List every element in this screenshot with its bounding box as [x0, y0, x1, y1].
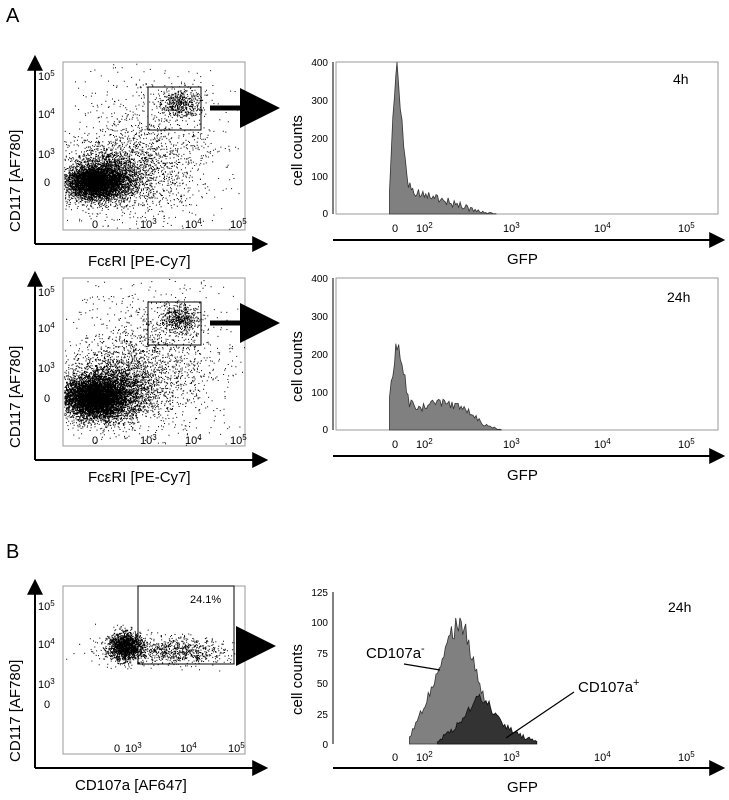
y-tick-125: 125 — [311, 588, 328, 599]
gate-rect — [137, 585, 235, 665]
y-axis-label: cell counts — [289, 331, 306, 402]
x-tick-1e5: 105 — [678, 437, 695, 451]
y-tick-100: 100 — [311, 618, 328, 629]
x-tick-1e4: 104 — [594, 221, 611, 235]
y-axis-label: cell counts — [289, 115, 306, 186]
histogram-area — [389, 61, 497, 215]
y-tick-1e3: 103 — [38, 677, 55, 691]
y-tick-0: 0 — [44, 177, 50, 189]
x-tick-0: 0 — [392, 752, 398, 764]
y-tick-50: 50 — [317, 679, 329, 690]
scatter-dots — [64, 279, 245, 446]
panel-label-a: A — [6, 5, 20, 27]
histogram-cd107a-pos — [437, 693, 538, 745]
x-axis-label: GFP — [507, 251, 538, 268]
x-tick-1e4: 104 — [594, 750, 611, 764]
panel-label-b: B — [6, 541, 19, 563]
x-tick-1e4: 104 — [594, 437, 611, 451]
time-label: 4h — [673, 71, 689, 87]
x-tick-1e3: 103 — [140, 433, 157, 447]
x-axis-label: FcεRI [PE-Cy7] — [88, 469, 191, 486]
x-tick-1e2: 102 — [416, 750, 433, 764]
x-tick-1e5: 105 — [228, 741, 245, 755]
y-tick-1e5: 105 — [38, 599, 55, 613]
scatter-a-top: 0 103 104 105 0 103 104 105 FcεRI [PE-Cy… — [7, 54, 269, 270]
plot-frame — [62, 277, 246, 447]
y-tick-100: 100 — [311, 388, 328, 399]
x-tick-0: 0 — [114, 743, 120, 755]
y-tick-1e3: 103 — [38, 361, 55, 375]
gate-rect — [147, 301, 202, 346]
y-tick-0: 0 — [44, 699, 50, 711]
x-tick-1e3: 103 — [503, 221, 520, 235]
x-tick-1e3: 103 — [125, 741, 142, 755]
plot-frame — [335, 61, 719, 215]
x-tick-0: 0 — [92, 219, 98, 231]
y-tick-1e3: 103 — [38, 147, 55, 161]
histogram-area — [389, 343, 502, 431]
x-axis-label: GFP — [507, 779, 538, 796]
x-tick-1e2: 102 — [416, 221, 433, 235]
x-tick-0: 0 — [392, 223, 398, 235]
x-tick-1e4: 104 — [185, 433, 202, 447]
scatter-points — [66, 623, 242, 672]
y-axis-label: CD117 [AF780] — [7, 130, 24, 232]
y-tick-1e5: 105 — [38, 285, 55, 299]
y-tick-0: 0 — [322, 425, 328, 436]
x-tick-1e3: 103 — [140, 217, 157, 231]
y-tick-0: 0 — [322, 740, 328, 751]
gate-rect — [147, 86, 202, 131]
y-tick-200: 200 — [311, 350, 328, 361]
plot-frame — [62, 61, 246, 231]
y-tick-100: 100 — [311, 172, 328, 183]
x-tick-1e5: 105 — [678, 750, 695, 764]
x-tick-1e4: 104 — [185, 217, 202, 231]
hist-a-bottom: 400 300 200 100 0 0 102 103 104 105 24h … — [289, 274, 726, 484]
y-tick-0: 0 — [322, 209, 328, 220]
scatter-dots — [66, 623, 242, 672]
scatter-b: 24.1% 0 103 104 105 0 103 104 105 CD107a… — [7, 578, 269, 794]
y-axis-label: CD117 [AF780] — [7, 346, 24, 448]
scatter-a-bottom: 0 103 104 105 0 103 104 105 FcεRI [PE-Cy… — [7, 270, 269, 486]
y-axis-label: CD117 [AF780] — [7, 660, 24, 762]
y-tick-400: 400 — [311, 58, 328, 69]
x-tick-1e3: 103 — [503, 437, 520, 451]
scatter-points — [64, 279, 245, 446]
x-axis-label: CD107a [AF647] — [75, 777, 187, 794]
plot-frame — [62, 585, 246, 755]
series-pointer-neg — [403, 663, 441, 671]
x-tick-1e2: 102 — [416, 437, 433, 451]
y-tick-400: 400 — [311, 274, 328, 285]
y-tick-1e5: 105 — [38, 69, 55, 83]
scatter-points — [64, 63, 240, 230]
scatter-dots — [64, 63, 240, 230]
x-axis-label: GFP — [507, 467, 538, 484]
series-label-neg: CD107a- — [366, 643, 425, 662]
x-tick-1e4: 104 — [180, 741, 197, 755]
series-pointer-pos — [505, 691, 575, 739]
time-label: 24h — [667, 289, 690, 305]
y-tick-25: 25 — [317, 710, 329, 721]
gate-percent: 24.1% — [190, 594, 221, 606]
hist-a-top: 400 300 200 100 0 0 102 103 104 105 4h G… — [289, 58, 726, 268]
y-tick-300: 300 — [311, 96, 328, 107]
x-tick-1e3: 103 — [503, 750, 520, 764]
x-axis-label: FcεRI [PE-Cy7] — [88, 253, 191, 270]
y-tick-75: 75 — [317, 649, 329, 660]
y-tick-300: 300 — [311, 312, 328, 323]
y-tick-1e4: 104 — [38, 637, 55, 651]
hist-b: 125 100 75 50 25 0 0 102 103 104 105 24h… — [289, 588, 726, 796]
y-tick-1e4: 104 — [38, 107, 55, 121]
series-label-pos: CD107a+ — [578, 677, 639, 696]
time-label: 24h — [668, 599, 691, 615]
plot-frame — [335, 277, 719, 431]
x-tick-0: 0 — [392, 439, 398, 451]
y-tick-0: 0 — [44, 393, 50, 405]
x-tick-1e5: 105 — [678, 221, 695, 235]
y-tick-1e4: 104 — [38, 321, 55, 335]
y-axis-label: cell counts — [289, 644, 306, 715]
x-tick-0: 0 — [92, 435, 98, 447]
y-tick-200: 200 — [311, 134, 328, 145]
